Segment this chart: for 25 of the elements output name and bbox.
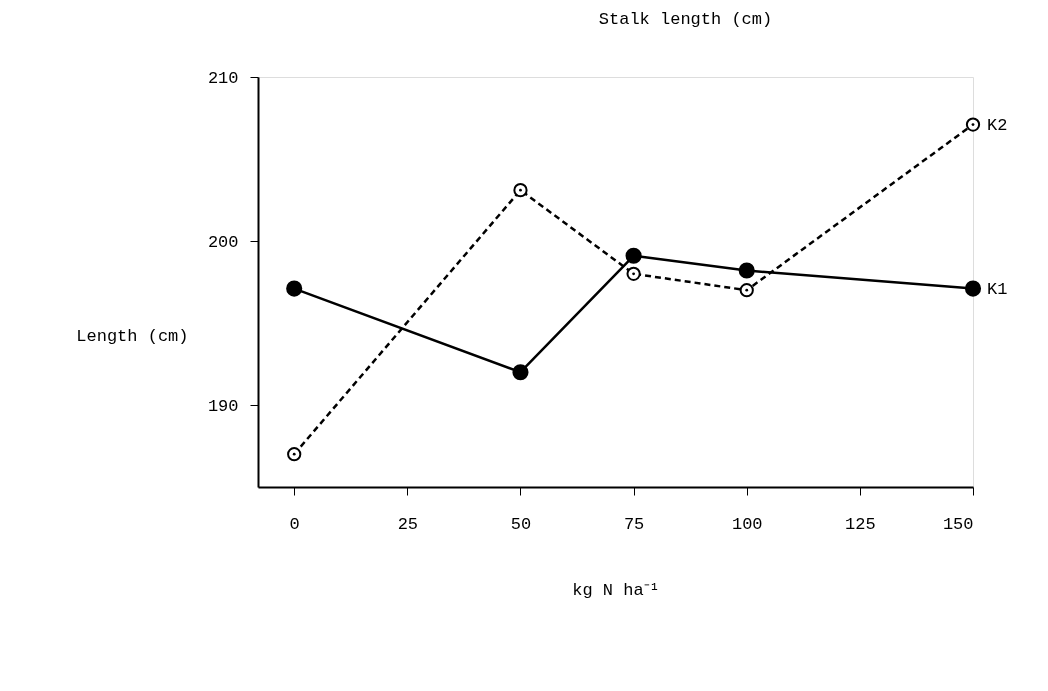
y-tick-label: 210 (207, 68, 239, 88)
point (625, 247, 642, 264)
point (626, 266, 641, 281)
x-axis-title: kg N ha⁻¹ (572, 580, 660, 600)
x-tick-label: 75 (623, 514, 645, 534)
series-label: K2 (987, 115, 1008, 135)
point (286, 280, 303, 297)
chart-title: Stalk length (cm) (598, 10, 773, 29)
point (513, 183, 528, 198)
point (512, 364, 529, 381)
y-tick-label: 200 (207, 232, 239, 252)
point (738, 262, 755, 279)
point (964, 280, 982, 297)
x-tick-label: 0 (289, 514, 300, 534)
x-tick-label: 50 (510, 514, 532, 534)
x-tick-label: 25 (397, 514, 419, 534)
y-tick-label: 190 (207, 396, 239, 416)
series-label: K1 (987, 279, 1008, 299)
y-axis-title: Length (cm) (76, 326, 189, 346)
point (965, 117, 981, 132)
x-tick-label: 100 (731, 514, 763, 534)
x-tick-label: 150 (942, 514, 974, 534)
point (287, 447, 302, 462)
x-tick-label: 125 (845, 514, 876, 534)
point (739, 283, 754, 298)
